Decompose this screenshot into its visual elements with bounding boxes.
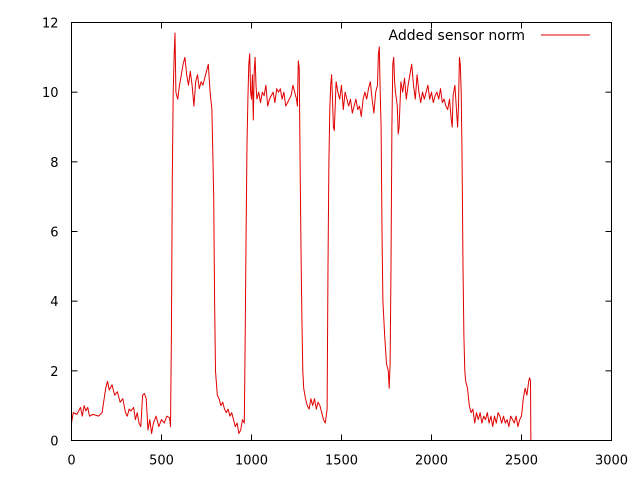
y-tick-label: 8 xyxy=(50,156,58,171)
x-tick-label: 1500 xyxy=(325,454,358,469)
y-tick-label: 2 xyxy=(50,365,58,380)
y-tick-label: 0 xyxy=(50,435,58,450)
series-layer xyxy=(71,32,532,441)
x-tick-label: 3000 xyxy=(595,454,628,469)
y-tick-label: 12 xyxy=(42,17,59,32)
legend-label: Added sensor norm xyxy=(389,28,526,44)
x-axis: 0 500 1000 1500 2000 2500 3000 xyxy=(67,22,628,469)
y-axis: 0 2 4 6 8 10 12 xyxy=(42,17,612,450)
y-tick-label: 10 xyxy=(42,86,59,101)
y-tick-label: 4 xyxy=(50,295,58,310)
y-tick-label: 6 xyxy=(50,226,58,241)
x-tick-label: 0 xyxy=(67,454,75,469)
x-tick-label: 1000 xyxy=(235,454,268,469)
series-line-0 xyxy=(71,32,532,441)
legend: Added sensor norm xyxy=(389,28,590,44)
x-tick-label: 500 xyxy=(149,454,174,469)
x-tick-label: 2000 xyxy=(415,454,448,469)
plot-frame xyxy=(71,22,612,441)
x-tick-label: 2500 xyxy=(505,454,538,469)
